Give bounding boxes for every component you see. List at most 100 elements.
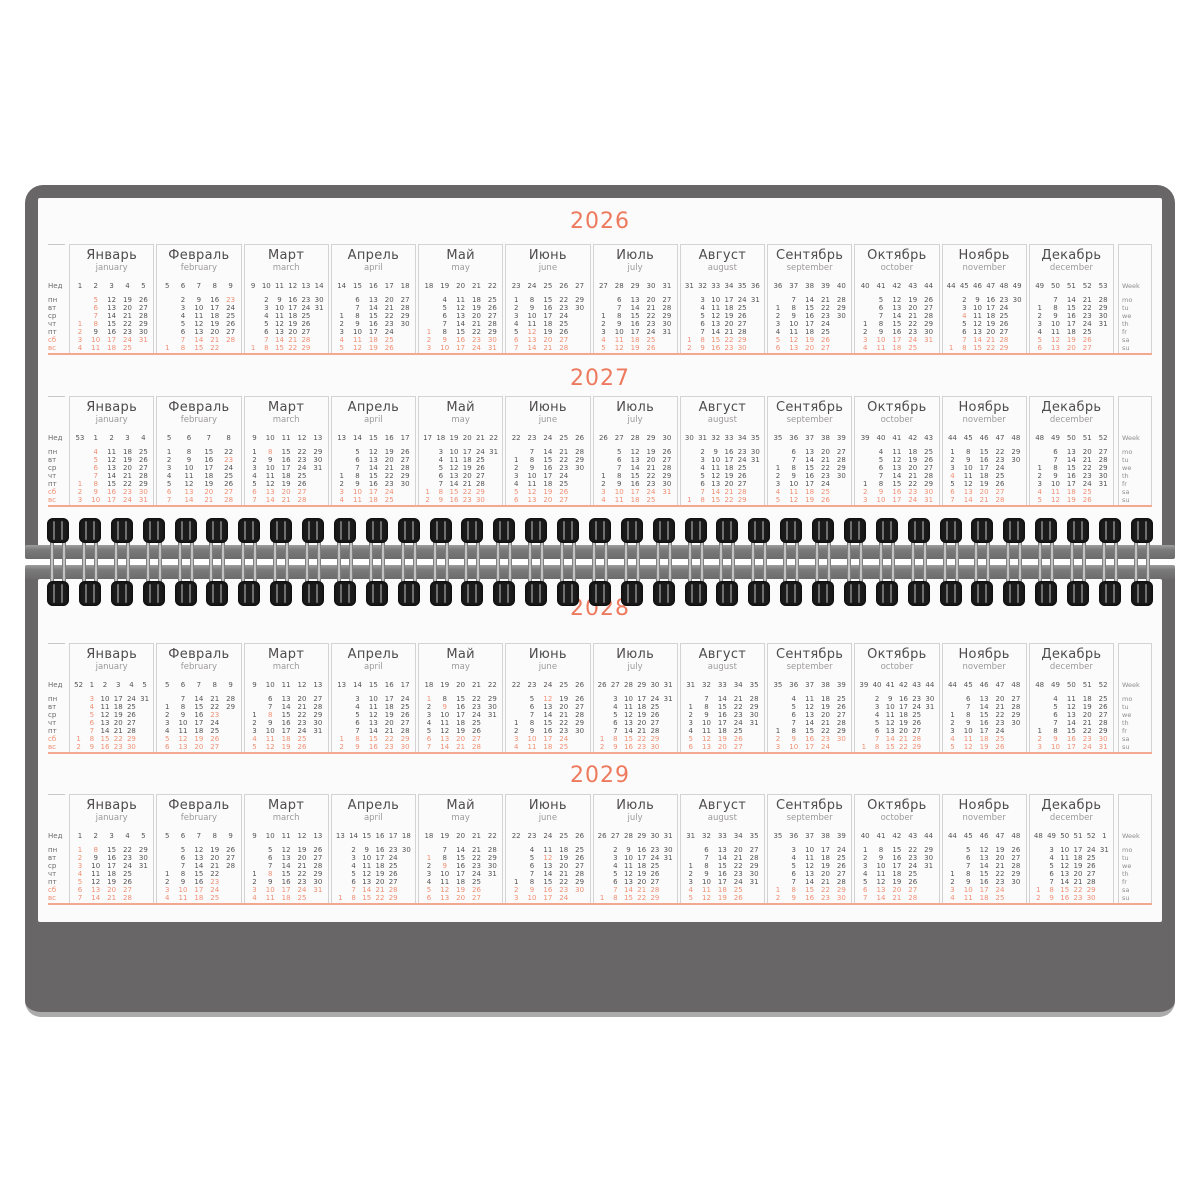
- day-cell: 27: [662, 296, 672, 304]
- day-cell: 29: [475, 488, 485, 496]
- day-cell: [945, 862, 961, 870]
- day-cell: [1008, 894, 1024, 902]
- week-number-row: 26 27 28 29 30 31: [596, 832, 675, 841]
- day-row: 6 13 20 27: [945, 695, 1024, 703]
- day-cell: 25: [995, 735, 1005, 743]
- coil-wire: [508, 538, 513, 586]
- day-cell: 23: [123, 328, 132, 336]
- month-july-2026: Июль july 27 28 29 30 31 6 13 20 27 7 14 21 28 1 8 15 22 29…: [592, 244, 678, 353]
- day-cell: [487, 496, 500, 504]
- day-cell: 5: [878, 296, 884, 304]
- day-cell: 11: [91, 344, 101, 352]
- day-cell: 13: [711, 320, 721, 328]
- day-cell: 29: [388, 894, 398, 902]
- day-cell: 19: [986, 320, 996, 328]
- week-number: 40: [872, 681, 882, 689]
- day-cell: 17: [281, 727, 291, 735]
- day-row: 1 8 15 22 29: [72, 480, 151, 488]
- day-cell: 21: [821, 456, 830, 464]
- day-row: 5 12 19 26: [770, 703, 849, 711]
- day-cell: 6: [1053, 448, 1058, 456]
- day-cell: [313, 312, 326, 320]
- day-cell: 28: [737, 328, 747, 336]
- month-title: Сентябрь september: [770, 397, 849, 430]
- day-cell: 3: [775, 480, 781, 488]
- day-cell: 17: [456, 870, 466, 878]
- day-row: 3 10 17 24 31: [1032, 743, 1111, 751]
- day-cell: 14: [543, 870, 553, 878]
- day-cell: [662, 711, 675, 719]
- day-row: 6 13 20 27: [508, 703, 587, 711]
- day-cell: 9: [878, 854, 884, 862]
- day-cell: 24: [384, 328, 394, 336]
- day-cell: 4: [862, 344, 868, 352]
- day-cell: 30: [138, 328, 148, 336]
- day-cell: 6: [252, 488, 257, 496]
- week-number: 30: [650, 681, 660, 689]
- day-cell: 15: [107, 320, 117, 328]
- week-number: 42: [908, 434, 918, 442]
- day-row: 4 11 18 25: [421, 456, 500, 464]
- day-row: 3 10 17 24 31: [421, 711, 500, 719]
- day-cell: 22: [462, 488, 472, 496]
- day-cell: 25: [384, 336, 394, 344]
- day-cell: 14: [1066, 719, 1076, 727]
- day-cell: [1095, 488, 1111, 496]
- day-cell: 6: [513, 336, 519, 344]
- month-name-en: november: [962, 415, 1006, 425]
- day-cell: 30: [400, 480, 410, 488]
- week-number: 12: [297, 832, 307, 840]
- month-title: Август august: [683, 397, 762, 430]
- day-row: 3 10 17 24 31: [72, 862, 151, 870]
- day-row: 5 12 19 26: [770, 496, 849, 504]
- day-cell: 16: [194, 711, 204, 719]
- day-cell: 12: [711, 472, 721, 480]
- day-row: 7 14 21 28: [72, 894, 151, 902]
- month-name-en: april: [363, 263, 383, 273]
- day-cell: 25: [126, 703, 136, 711]
- day-cell: 18: [375, 862, 385, 870]
- day-cell: 28: [908, 894, 918, 902]
- day-cell: 10: [275, 304, 284, 312]
- day-row: 4 11 18 25: [72, 344, 151, 352]
- day-cell: 6: [862, 886, 868, 894]
- day-cell: 9: [704, 870, 709, 878]
- day-cell: 3: [513, 735, 519, 743]
- day-cell: 8: [529, 719, 535, 727]
- year-title: 2027: [570, 366, 630, 391]
- week-number: 43: [908, 282, 918, 290]
- day-cell: 27: [559, 336, 569, 344]
- day-cell: [833, 480, 849, 488]
- day-cell: 23: [559, 464, 569, 472]
- month-name-en: november: [962, 263, 1006, 273]
- day-cell: [923, 711, 936, 719]
- month-name-ru: Февраль: [168, 400, 230, 415]
- day-cell: 3: [700, 296, 705, 304]
- day-cell: [313, 328, 326, 336]
- coil-knob-bottom: [461, 581, 484, 606]
- day-cell: 1: [601, 472, 606, 480]
- day-row: 6 13 20 27: [683, 743, 762, 751]
- day-cell: 10: [194, 304, 204, 312]
- week-number: 25: [559, 681, 569, 689]
- day-cell: 16: [979, 878, 989, 886]
- day-cell: [921, 344, 937, 352]
- day-cell: 19: [717, 735, 727, 743]
- day-cell: 24: [995, 727, 1005, 735]
- day-cell: [1032, 862, 1045, 870]
- week-number: 38: [821, 434, 830, 442]
- day-cell: 1: [1037, 727, 1042, 735]
- day-cell: 12: [630, 448, 640, 456]
- day-cell: 12: [527, 488, 537, 496]
- week-number: 30: [646, 282, 656, 290]
- coil-wire: [189, 538, 194, 586]
- day-cell: 11: [107, 448, 117, 456]
- day-cell: 13: [979, 854, 989, 862]
- day-cell: 11: [1060, 854, 1070, 862]
- weekday-label-ru: пт: [48, 727, 57, 735]
- day-cell: 14: [805, 296, 815, 304]
- day-cell: 6: [700, 320, 705, 328]
- day-cell: 6: [355, 719, 360, 727]
- day-cell: 6: [164, 743, 170, 751]
- week-number: 49: [1012, 282, 1022, 290]
